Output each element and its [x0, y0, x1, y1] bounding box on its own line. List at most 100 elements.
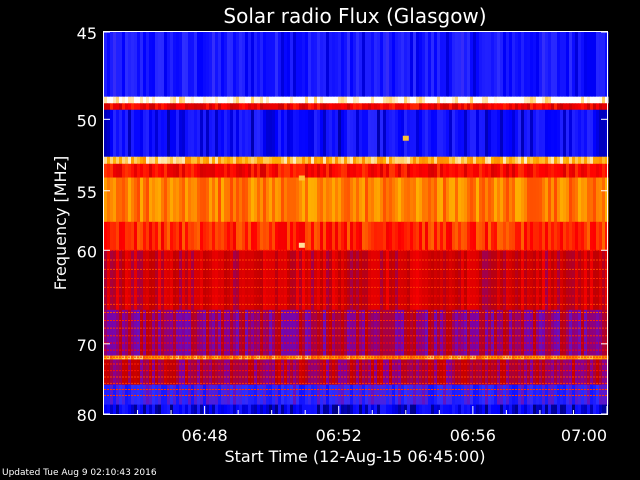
heatmap-cell — [557, 359, 561, 386]
heatmap-cell — [338, 163, 342, 178]
heatmap-cell — [518, 359, 522, 386]
heatmap-cell — [494, 103, 498, 111]
heatmap-cell — [248, 384, 252, 406]
heatmap-cell — [593, 384, 597, 406]
heatmap-cell — [479, 177, 483, 223]
heatmap-cell — [380, 384, 384, 406]
heatmap-cell — [392, 404, 396, 415]
heatmap-cell — [158, 384, 162, 406]
heatmap-cell — [431, 384, 435, 406]
heatmap-cell — [110, 163, 114, 178]
heatmap-cell — [152, 355, 156, 360]
heatmap-cell — [338, 384, 342, 406]
heatmap-cell — [320, 32, 324, 98]
heatmap-cell — [596, 109, 600, 158]
heatmap-cell — [290, 177, 294, 223]
heatmap-cell — [236, 221, 240, 251]
heatmap-cell — [224, 103, 228, 111]
heatmap-cell — [542, 221, 546, 251]
heatmap-cell — [590, 384, 594, 406]
heatmap-cell — [470, 309, 474, 357]
burst-spot — [298, 242, 305, 248]
heatmap-cell — [392, 96, 396, 104]
heatmap-cell — [425, 359, 429, 386]
heatmap-cell — [218, 156, 222, 165]
heatmap-cell — [155, 96, 159, 104]
heatmap-cell — [158, 309, 162, 357]
heatmap-cell — [398, 156, 402, 165]
heatmap-cell — [290, 250, 294, 311]
heatmap-cell — [317, 156, 321, 165]
heatmap-cell — [581, 355, 585, 360]
heatmap-cell — [518, 250, 522, 311]
heatmap-cell — [413, 103, 417, 111]
heatmap-cell — [332, 163, 336, 178]
heatmap-cell — [452, 96, 456, 104]
heatmap-cell — [551, 384, 555, 406]
heatmap-cell — [527, 103, 531, 111]
heatmap-cell — [419, 309, 423, 357]
heatmap-cell — [566, 404, 570, 415]
heatmap-cell — [566, 156, 570, 165]
heatmap-cell — [332, 221, 336, 251]
heatmap-cell — [443, 177, 447, 223]
heatmap-cell — [146, 359, 150, 386]
heatmap-cell — [446, 177, 450, 223]
heatmap-cell — [443, 32, 447, 98]
heatmap-cell — [551, 103, 555, 111]
heatmap-cell — [146, 177, 150, 223]
heatmap-cell — [434, 96, 438, 104]
heatmap-cell — [143, 32, 147, 98]
heatmap-cell — [407, 96, 411, 104]
heatmap-cell — [443, 359, 447, 386]
heatmap-cell — [254, 177, 258, 223]
heatmap-cell — [134, 384, 138, 406]
heatmap-cell — [161, 250, 165, 311]
heatmap-cell — [458, 109, 462, 158]
heatmap-cell — [431, 221, 435, 251]
heatmap-cell — [212, 384, 216, 406]
heatmap-cell — [545, 163, 549, 178]
heatmap-cell — [440, 250, 444, 311]
heatmap-cell — [401, 384, 405, 406]
heatmap-cell — [482, 359, 486, 386]
heatmap-cell — [599, 221, 603, 251]
heatmap-cell — [125, 96, 129, 104]
heatmap-cell — [368, 103, 372, 111]
heatmap-cell — [575, 32, 579, 98]
heatmap-cell — [173, 163, 177, 178]
heatmap-cell — [251, 355, 255, 360]
heatmap-cell — [428, 177, 432, 223]
x-axis-label: Start Time (12-Aug-15 06:45:00) — [225, 447, 486, 466]
heatmap-cell — [278, 384, 282, 406]
heatmap-cell — [185, 359, 189, 386]
heatmap-cell — [506, 96, 510, 104]
heatmap-cell — [368, 384, 372, 406]
heatmap-cell — [230, 309, 234, 357]
heatmap-cell — [176, 177, 180, 223]
heatmap-cell — [428, 96, 432, 104]
heatmap-cell — [491, 221, 495, 251]
heatmap-cell — [368, 221, 372, 251]
heatmap-cell — [368, 309, 372, 357]
heatmap-cell — [410, 32, 414, 98]
heatmap-cell — [302, 96, 306, 104]
heatmap-cell — [545, 404, 549, 415]
heatmap-cell — [566, 32, 570, 98]
heatmap-cell — [452, 103, 456, 111]
heatmap-cell — [260, 109, 264, 158]
heatmap-cell — [143, 250, 147, 311]
heatmap-cell — [470, 103, 474, 111]
heatmap-cell — [464, 156, 468, 165]
heatmap-cell — [206, 384, 210, 406]
heatmap-cell — [293, 163, 297, 178]
heatmap-cell — [605, 103, 609, 111]
heatmap-cell — [392, 359, 396, 386]
heatmap-cell — [461, 404, 465, 415]
heatmap-cell — [209, 32, 213, 98]
heatmap-cell — [335, 156, 339, 165]
heatmap-cell — [527, 250, 531, 311]
heatmap-cell — [185, 163, 189, 178]
heatmap-cell — [392, 32, 396, 98]
heatmap-cell — [275, 309, 279, 357]
